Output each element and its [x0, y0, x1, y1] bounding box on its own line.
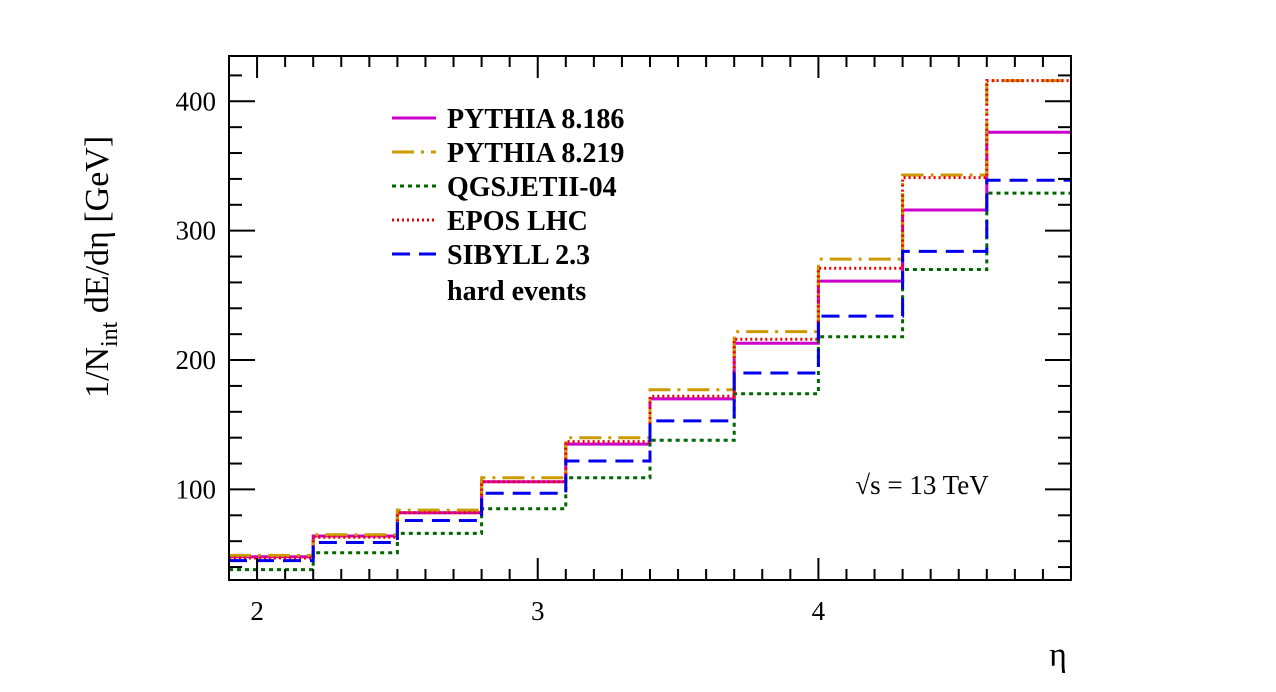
legend-label: PYTHIA 8.219 [447, 138, 624, 169]
tick-labels-layer: 2 3 4 100 200 300 400 [176, 86, 826, 626]
legend-extra-label: hard events [447, 276, 586, 307]
series-line-2 [229, 191, 1071, 572]
legend-label: PYTHIA 8.186 [447, 104, 624, 135]
y-tick-label: 100 [176, 474, 217, 504]
y-tick-label: 400 [176, 86, 217, 116]
legend-label: EPOS LHC [447, 206, 588, 237]
y-tick-label: 200 [176, 345, 217, 375]
energy-annotation: √s = 13 TeV [855, 470, 989, 500]
y-axis-title-rest: dE/dη [GeV] [79, 136, 116, 322]
series-line-4 [229, 178, 1071, 563]
y-tick-label: 300 [176, 216, 217, 246]
x-tick-label: 3 [531, 596, 545, 626]
x-tick-label: 2 [250, 596, 264, 626]
y-axis-title-main: 1/N [79, 347, 116, 398]
x-axis-title: η [1049, 637, 1067, 674]
ticks-layer [228, 56, 1072, 580]
x-tick-label: 4 [812, 596, 826, 626]
series-layer [229, 79, 1071, 572]
legend-label: QGSJETII-04 [447, 172, 617, 203]
legend-label: SIBYLL 2.3 [447, 240, 590, 271]
series-line-3 [229, 79, 1071, 560]
plot-frame [228, 55, 1072, 581]
y-axis-title: 1/Nint dE/dη [GeV] [79, 136, 123, 398]
y-axis-title-sub: int [97, 321, 123, 347]
